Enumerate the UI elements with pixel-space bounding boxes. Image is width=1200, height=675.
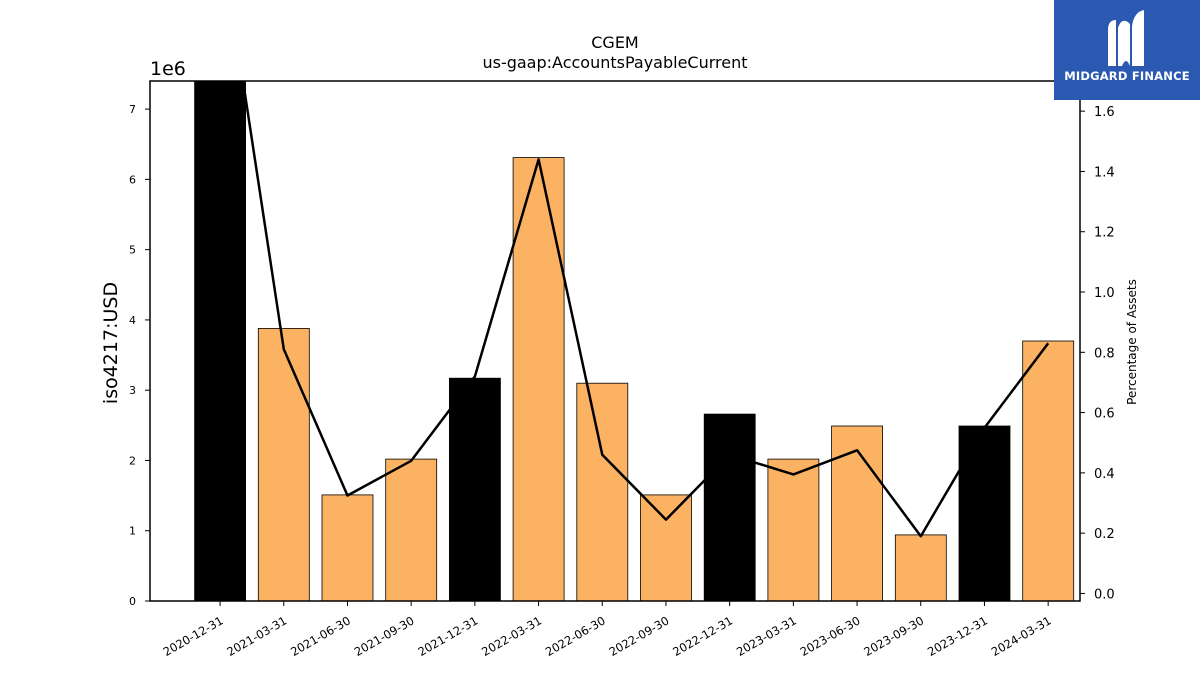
- x-tick-label: 2021-03-31: [224, 613, 289, 659]
- x-tick-label: 2023-06-30: [798, 613, 863, 659]
- line-group: [241, 81, 1050, 538]
- plot-frame: [149, 80, 1081, 602]
- bar-2022-09-30: [640, 494, 692, 601]
- x-tick-label: 2023-12-31: [925, 613, 990, 659]
- chart-subtitle: us-gaap:AccountsPayableCurrent: [482, 53, 747, 72]
- bar-2022-12-31: [703, 413, 756, 601]
- y2-tick-label: 1.0: [1094, 286, 1115, 301]
- x-tick-label: 2022-03-31: [479, 613, 544, 659]
- y-offset-label: 1e6: [150, 58, 186, 80]
- chart-title: CGEM: [591, 33, 638, 52]
- bar-2021-03-31: [257, 327, 310, 601]
- y2-tick-label: 0.0: [1094, 587, 1115, 602]
- bar-2020-12-31: [194, 81, 247, 601]
- y-tick-label: 0: [129, 595, 136, 608]
- x-tick-label: 2021-12-31: [415, 613, 480, 659]
- x-tick-label: 2022-06-30: [543, 613, 608, 659]
- y2-tick-label: 0.6: [1094, 407, 1115, 422]
- y2-axis-label: Percentage of Assets: [1125, 279, 1139, 405]
- x-tick-label: 2021-06-30: [288, 613, 353, 659]
- percentage-line: [241, 81, 1050, 538]
- y-tick-label: 1: [129, 525, 136, 538]
- y2-tick-label: 1.4: [1094, 165, 1115, 180]
- logo-mark-icon: [1108, 10, 1144, 66]
- bar-2021-12-31: [448, 377, 501, 601]
- x-tick-label: 2022-12-31: [670, 613, 735, 659]
- midgard-finance-logo: MIDGARD FINANCE: [1054, 0, 1200, 100]
- y2-tick-label: 1.2: [1094, 226, 1115, 241]
- y-axis-label: iso4217:USD: [100, 282, 122, 404]
- logo-text: MIDGARD FINANCE: [1064, 69, 1190, 83]
- y-tick-label: 4: [129, 314, 136, 327]
- bar-2023-03-31: [767, 458, 820, 601]
- bar-2023-09-30: [894, 534, 947, 601]
- bar-2022-03-31: [512, 157, 565, 601]
- y-tick-label: 3: [129, 384, 136, 397]
- y2-tick-label: 0.2: [1094, 527, 1115, 542]
- y-tick-label: 7: [129, 103, 136, 116]
- x-tick-label: 2022-09-30: [607, 613, 672, 659]
- y2-tick-label: 0.4: [1094, 467, 1115, 482]
- y2-tick-label: 0.8: [1094, 346, 1115, 361]
- bar-2024-03-31: [1022, 340, 1075, 601]
- x-tick-label: 2023-09-30: [861, 613, 926, 659]
- x-tick-label: 2021-09-30: [352, 613, 417, 659]
- y-tick-label: 6: [129, 173, 136, 186]
- bar-2023-12-31: [958, 425, 1011, 601]
- y-tick-label: 5: [129, 244, 136, 257]
- y-tick-label: 2: [129, 454, 136, 467]
- bars-group: [194, 81, 1075, 601]
- x-tick-label: 2020-12-31: [161, 613, 226, 659]
- bar-2023-06-30: [831, 425, 883, 601]
- y2-tick-label: 1.6: [1094, 105, 1115, 120]
- bar-2021-06-30: [321, 494, 374, 601]
- x-tick-label: 2023-03-31: [734, 613, 799, 659]
- bar-2022-06-30: [576, 382, 629, 601]
- x-tick-label: 2024-03-31: [989, 613, 1054, 659]
- bar-2021-09-30: [385, 458, 438, 601]
